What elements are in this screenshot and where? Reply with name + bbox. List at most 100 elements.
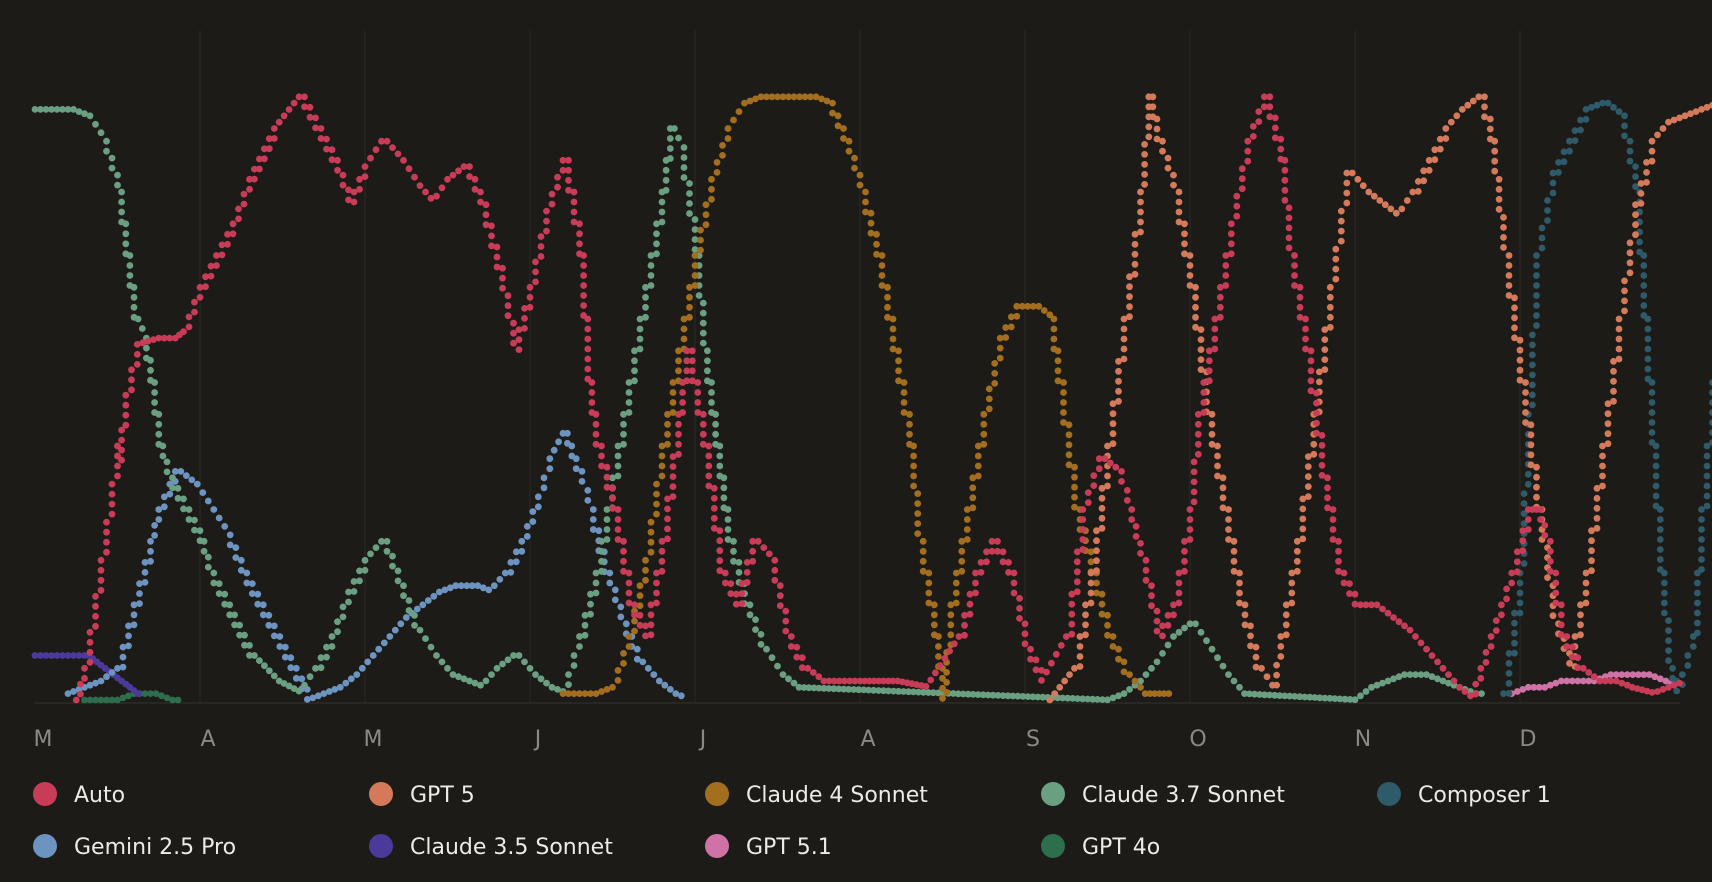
data-point [1621,112,1628,120]
data-point [292,664,300,672]
data-point [323,135,330,143]
data-point [1621,307,1628,315]
data-point [1665,657,1672,664]
data-point [738,590,746,597]
data-point [1546,681,1554,689]
data-point [1329,516,1337,523]
data-point [1115,655,1122,663]
data-point [943,679,950,686]
data-point [1659,125,1667,132]
data-point [1214,462,1221,470]
data-point [419,601,427,609]
data-point [1582,106,1590,113]
data-point [636,611,644,619]
data-point [631,617,638,625]
data-point [1673,687,1681,695]
data-point [243,569,251,577]
data-point [830,677,838,685]
data-point [1175,569,1183,577]
data-point [910,452,917,460]
data-point [537,233,545,240]
data-point [708,379,715,386]
data-point [895,367,902,375]
data-point [1335,557,1342,565]
data-point [743,569,751,576]
data-point [691,216,699,223]
data-point [133,361,141,368]
data-point [1273,661,1280,669]
data-point [890,687,897,695]
data-point [1141,690,1149,697]
data-point [1384,677,1392,685]
data-point [180,495,187,503]
data-point [1632,173,1639,181]
data-point [606,579,614,587]
data-point [1040,307,1048,314]
data-point [1149,93,1157,101]
data-point [86,638,94,646]
data-point [988,547,996,555]
data-point [952,589,960,597]
legend-item: GPT 5.1 [705,834,832,860]
data-point [77,680,84,688]
legend-label: Claude 3.5 Sonnet [410,835,613,860]
data-point [339,603,347,611]
data-point [1321,336,1329,343]
data-point [716,557,724,565]
data-point [1648,379,1656,386]
data-point [138,325,146,332]
data-point [1197,326,1205,333]
data-point [1236,589,1243,597]
data-point [1302,345,1309,353]
data-point [680,335,688,343]
legend-item: GPT 4o [1041,834,1160,860]
data-point [779,671,787,678]
data-point [1529,371,1536,379]
legend-item: Claude 4 Sonnet [705,782,928,808]
data-point [122,391,130,399]
data-point [125,692,132,700]
data-point [856,181,864,189]
data-point [1579,677,1587,685]
data-point [1046,311,1054,319]
data-point [1186,506,1194,513]
data-point [810,684,818,692]
data-point [1495,195,1503,203]
data-point [1329,526,1337,533]
data-point [1214,654,1221,662]
data-point [1211,315,1219,323]
data-point [570,218,578,226]
data-point [878,282,886,289]
data-point [482,201,490,209]
data-point [969,494,977,502]
data-point [1095,465,1103,473]
data-point [221,523,229,530]
data-point [1222,272,1230,279]
data-point [1304,453,1312,460]
data-point [114,696,121,704]
data-point [598,442,605,450]
data-point [1398,205,1406,213]
data-point [554,183,561,191]
data-point [1522,409,1529,416]
data-point [934,689,942,697]
data-point [1256,691,1263,698]
data-point [174,696,182,704]
data-point [361,566,369,574]
data-point [1142,671,1150,678]
data-point [653,240,660,248]
data-point [609,683,616,691]
data-point [1233,192,1241,200]
data-point [1098,514,1106,522]
data-point [1406,671,1414,678]
data-point [151,522,159,529]
data-point [155,420,163,428]
data-point [878,272,886,279]
data-point [1205,347,1213,355]
data-point [855,686,863,694]
data-point [301,681,308,689]
data-point [724,506,732,513]
data-point [625,409,633,416]
data-point [1552,679,1560,687]
data-point [620,557,627,565]
